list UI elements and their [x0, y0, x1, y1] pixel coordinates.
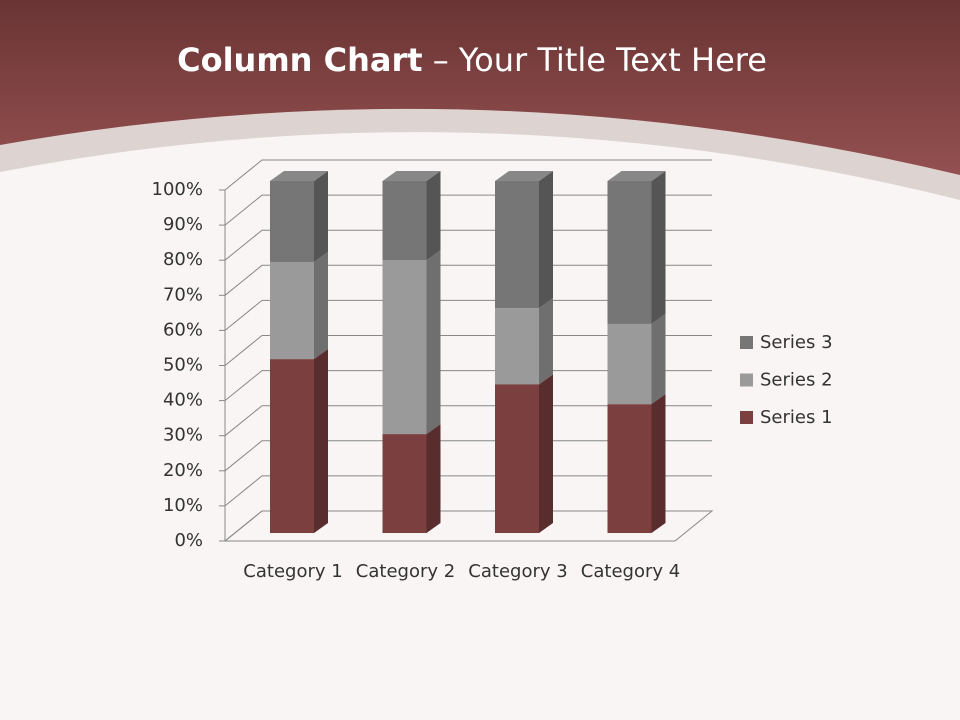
bar-front: [495, 384, 539, 533]
y-tick-label: 90%: [163, 214, 203, 235]
bar-side: [651, 394, 666, 533]
grid-line: [224, 370, 712, 401]
bar-side: [426, 424, 441, 533]
legend-label: Series 1: [760, 407, 833, 428]
bar-side: [314, 349, 328, 533]
bar-front: [607, 404, 652, 533]
bar-top: [382, 171, 441, 181]
chart-title: Column Chart – Your Title Text Here: [177, 41, 767, 79]
bar-front: [382, 260, 427, 435]
y-tick-label: 70%: [163, 284, 203, 305]
bar-side: [426, 250, 441, 435]
y-tick-label: 50%: [163, 355, 203, 376]
bar-front: [270, 261, 314, 360]
grid-line: [224, 475, 712, 507]
y-tick-label: 100%: [152, 179, 203, 200]
x-tick-label: Category 1: [243, 561, 343, 582]
y-tick-label: 60%: [163, 319, 203, 340]
bar-side: [426, 171, 441, 261]
title-rest: – Your Title Text Here: [423, 41, 767, 79]
x-tick-label: Category 4: [580, 561, 681, 582]
grid-line: [224, 510, 712, 542]
body-curve: [0, 132, 960, 720]
grid-line: [224, 405, 712, 437]
bar-side: [539, 374, 553, 533]
legend-swatch: [740, 373, 753, 387]
x-tick-label: Category 2: [355, 561, 456, 582]
grid-line: [224, 229, 712, 261]
grid-line: [224, 194, 712, 226]
y-tick-label: 10%: [163, 495, 203, 516]
bar-front: [382, 434, 427, 533]
bar-front: [270, 181, 314, 262]
bar-front: [495, 308, 539, 385]
title-bold: Column Chart: [177, 41, 422, 79]
y-tick-label: 20%: [163, 460, 203, 481]
grid-line: [224, 264, 712, 296]
grid-line: [224, 335, 712, 366]
grid-line: [224, 299, 712, 331]
bar-side: [539, 171, 553, 309]
y-tick-label: 0%: [174, 530, 203, 551]
grid-line: [224, 159, 712, 191]
plot: [219, 159, 714, 542]
legend-swatch: [740, 411, 753, 424]
bar-side: [539, 298, 553, 385]
grid-line: [224, 440, 712, 472]
bar-top: [607, 171, 666, 181]
bar-front: [495, 181, 539, 309]
bar-side: [314, 171, 328, 262]
bar-side: [651, 313, 666, 405]
x-tick-label: Category 3: [468, 561, 568, 582]
legend-label: Series 2: [760, 370, 833, 391]
bar-top: [270, 171, 328, 181]
legend-swatch: [740, 336, 753, 349]
y-tick-label: 30%: [163, 425, 203, 446]
bar-side: [651, 171, 666, 324]
y-tick-label: 40%: [163, 390, 203, 411]
bar-top: [495, 171, 553, 181]
legend-label: Series 3: [760, 332, 833, 353]
bar-front: [607, 181, 652, 324]
bar-front: [607, 323, 652, 405]
bar-front: [382, 181, 427, 261]
bar-front: [270, 359, 314, 533]
bar-side: [314, 251, 328, 360]
y-tick-label: 80%: [163, 249, 203, 270]
